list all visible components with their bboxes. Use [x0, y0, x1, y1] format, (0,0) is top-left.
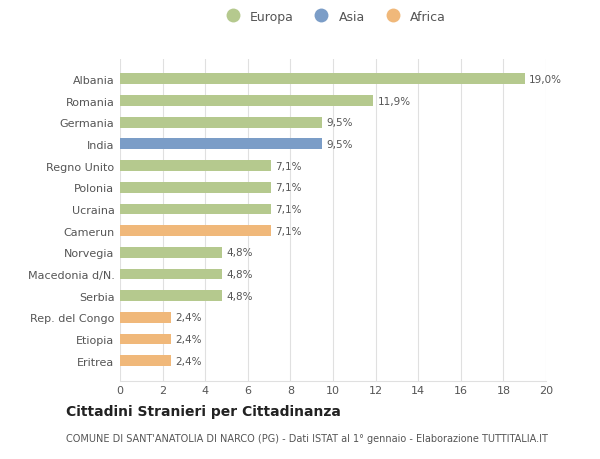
Text: 9,5%: 9,5%	[326, 118, 353, 128]
Text: 4,8%: 4,8%	[227, 291, 253, 301]
Text: 2,4%: 2,4%	[175, 313, 202, 323]
Text: COMUNE DI SANT'ANATOLIA DI NARCO (PG) - Dati ISTAT al 1° gennaio - Elaborazione : COMUNE DI SANT'ANATOLIA DI NARCO (PG) - …	[66, 433, 548, 442]
Bar	[120, 226, 271, 236]
Text: 2,4%: 2,4%	[175, 334, 202, 344]
Text: 7,1%: 7,1%	[275, 183, 302, 193]
Text: 9,5%: 9,5%	[326, 140, 353, 150]
Bar	[120, 204, 271, 215]
Bar	[120, 74, 525, 85]
Text: 11,9%: 11,9%	[378, 96, 411, 106]
Bar	[120, 291, 222, 302]
Bar	[120, 118, 322, 129]
Text: 7,1%: 7,1%	[275, 226, 302, 236]
Bar	[120, 334, 171, 345]
Legend: Europa, Asia, Africa: Europa, Asia, Africa	[218, 8, 449, 26]
Text: 7,1%: 7,1%	[275, 205, 302, 214]
Text: Cittadini Stranieri per Cittadinanza: Cittadini Stranieri per Cittadinanza	[66, 404, 341, 419]
Bar	[120, 247, 222, 258]
Bar	[120, 161, 271, 172]
Bar	[120, 96, 373, 107]
Text: 7,1%: 7,1%	[275, 161, 302, 171]
Bar	[120, 139, 322, 150]
Text: 4,8%: 4,8%	[227, 248, 253, 258]
Bar	[120, 356, 171, 366]
Text: 4,8%: 4,8%	[227, 269, 253, 280]
Bar	[120, 183, 271, 193]
Bar	[120, 312, 171, 323]
Bar	[120, 269, 222, 280]
Text: 19,0%: 19,0%	[529, 75, 562, 84]
Text: 2,4%: 2,4%	[175, 356, 202, 366]
